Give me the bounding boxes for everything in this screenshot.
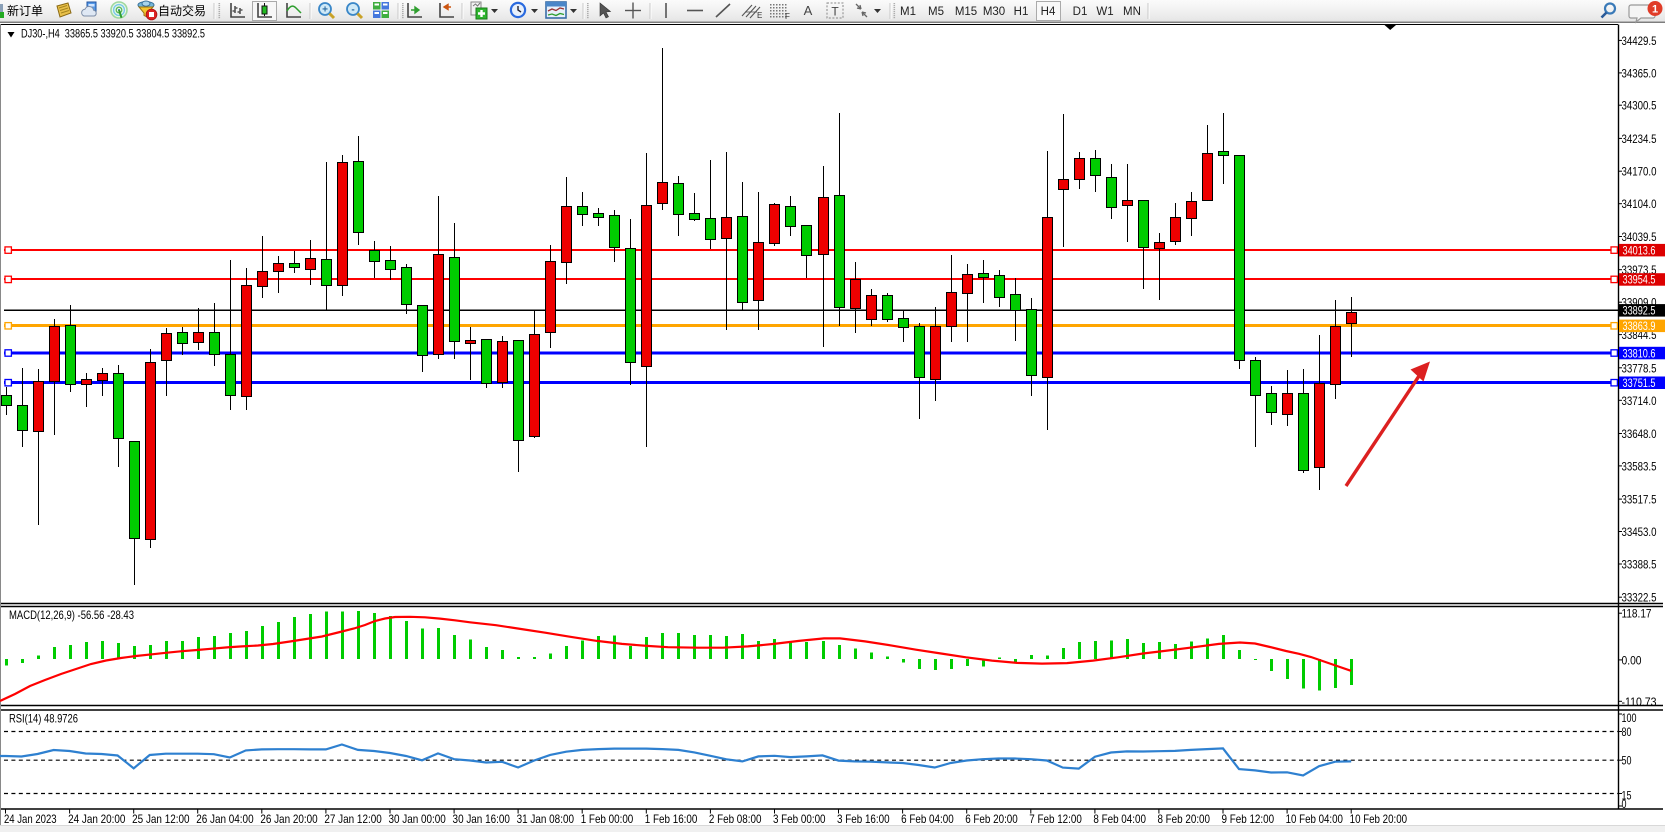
svg-text:50: 50 [1622,754,1632,768]
svg-text:15: 15 [1622,789,1632,803]
svg-text:T: T [831,5,839,19]
svg-text:新订单: 新订单 [7,3,43,18]
svg-text:34300.5: 34300.5 [1622,99,1657,113]
svg-text:H4: H4 [1041,6,1056,18]
svg-text:34365.0: 34365.0 [1622,66,1657,80]
svg-text:MACD(12,26,9) -56.56 -28.43: MACD(12,26,9) -56.56 -28.43 [9,608,134,622]
svg-text:34170.0: 34170.0 [1622,165,1657,179]
svg-text:33863.9: 33863.9 [1623,319,1656,333]
svg-text:7 Feb 12:00: 7 Feb 12:00 [1029,812,1082,826]
svg-text:+: + [322,5,328,16]
svg-text:1 Feb 16:00: 1 Feb 16:00 [645,812,698,826]
svg-text:31 Jan 08:00: 31 Jan 08:00 [517,812,575,826]
svg-text:26 Jan 04:00: 26 Jan 04:00 [196,812,254,826]
svg-text:自动交易: 自动交易 [158,3,206,18]
svg-text:1: 1 [1652,4,1658,16]
svg-text:33892.5: 33892.5 [1623,304,1656,318]
svg-text:A: A [804,3,813,18]
svg-text:DJ30-,H4 33865.5 33920.5 3380: DJ30-,H4 33865.5 33920.5 33804.5 33892.5 [21,27,205,41]
svg-text:-: - [351,5,354,16]
svg-text:M5: M5 [928,6,944,18]
svg-text:30 Jan 00:00: 30 Jan 00:00 [388,812,446,826]
svg-text:33322.5: 33322.5 [1622,591,1657,605]
svg-text:W1: W1 [1096,6,1113,18]
svg-text:33778.5: 33778.5 [1622,361,1657,375]
svg-text:E: E [757,11,762,20]
svg-text:34104.0: 34104.0 [1622,197,1657,211]
svg-text:33583.5: 33583.5 [1622,459,1657,473]
svg-text:33453.0: 33453.0 [1622,525,1657,539]
svg-text:3 Feb 00:00: 3 Feb 00:00 [773,812,826,826]
svg-text:34429.5: 34429.5 [1622,34,1657,48]
svg-text:10 Feb 04:00: 10 Feb 04:00 [1286,812,1344,826]
svg-text:33714.0: 33714.0 [1622,394,1657,408]
svg-text:27 Jan 12:00: 27 Jan 12:00 [324,812,382,826]
svg-text:34039.5: 34039.5 [1622,230,1657,244]
svg-text:33517.5: 33517.5 [1622,493,1657,507]
svg-text:8 Feb 04:00: 8 Feb 04:00 [1093,812,1146,826]
svg-text:RSI(14) 48.9726: RSI(14) 48.9726 [9,712,78,726]
svg-text:24 Jan 2023: 24 Jan 2023 [4,812,57,826]
svg-text:118.17: 118.17 [1622,607,1652,621]
svg-text:34013.6: 34013.6 [1623,243,1656,257]
svg-text:25 Jan 12:00: 25 Jan 12:00 [132,812,190,826]
svg-text:30 Jan 16:00: 30 Jan 16:00 [453,812,511,826]
svg-text:10 Feb 20:00: 10 Feb 20:00 [1350,812,1408,826]
svg-text:8 Feb 20:00: 8 Feb 20:00 [1157,812,1210,826]
svg-text:33954.5: 33954.5 [1623,273,1656,287]
svg-text:H1: H1 [1014,6,1029,18]
svg-text:80: 80 [1622,725,1632,739]
svg-text:33648.0: 33648.0 [1622,427,1657,441]
svg-text:100: 100 [1622,711,1637,725]
svg-text:M30: M30 [983,6,1005,18]
svg-text:M1: M1 [900,6,916,18]
svg-text:3 Feb 16:00: 3 Feb 16:00 [837,812,890,826]
svg-text:D1: D1 [1073,6,1088,18]
svg-text:33388.5: 33388.5 [1622,558,1657,572]
svg-text:6 Feb 04:00: 6 Feb 04:00 [901,812,954,826]
svg-text:24 Jan 20:00: 24 Jan 20:00 [68,812,126,826]
svg-text:6 Feb 20:00: 6 Feb 20:00 [965,812,1018,826]
svg-text:1 Feb 00:00: 1 Feb 00:00 [581,812,634,826]
svg-text:MN: MN [1123,6,1141,18]
svg-text:2 Feb 08:00: 2 Feb 08:00 [709,812,762,826]
svg-text:F: F [785,12,790,21]
svg-text:0.00: 0.00 [1622,653,1642,667]
svg-text:33751.5: 33751.5 [1623,376,1656,390]
svg-text:9 Feb 12:00: 9 Feb 12:00 [1222,812,1275,826]
svg-text:33810.6: 33810.6 [1623,346,1656,360]
svg-text:0: 0 [1622,797,1627,811]
svg-text:-110.73: -110.73 [1622,695,1657,709]
svg-text:26 Jan 20:00: 26 Jan 20:00 [260,812,318,826]
svg-text:34234.5: 34234.5 [1622,132,1657,146]
svg-text:M15: M15 [955,6,977,18]
